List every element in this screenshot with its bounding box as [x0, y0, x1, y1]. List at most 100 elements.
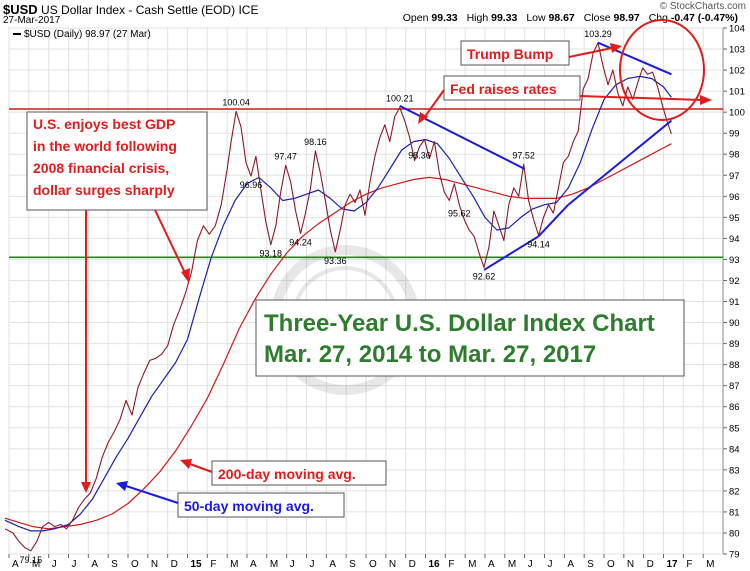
x-tick-label: M — [468, 559, 476, 570]
y-tick-label: 96 — [729, 192, 740, 203]
y-tick-label: 94 — [729, 234, 740, 245]
ma50-line — [4, 75, 672, 532]
y-axis: 79 80 81 82 83 84 85 86 87 88 89 90 91 92 93 94 95 96 97 98… — [723, 24, 745, 561]
high-value: 99.33 — [491, 12, 518, 24]
trend-line — [567, 119, 673, 206]
gdp-arrow-head-1 — [81, 482, 91, 493]
y-tick-label: 80 — [729, 528, 740, 539]
ma200-line — [4, 143, 672, 530]
fed-box — [443, 75, 581, 101]
peak-label: 96.96 — [240, 180, 263, 190]
y-tick-label: 90 — [729, 318, 740, 329]
x-tick-label: D — [409, 559, 416, 570]
y-tick-label: 89 — [729, 339, 740, 350]
y-tick-label: 93 — [729, 255, 740, 266]
x-tick-label: A — [12, 559, 19, 570]
y-tick-label: 84 — [729, 444, 740, 455]
peak-label: 79.15 — [20, 555, 43, 565]
ma50-arrow-head — [116, 481, 128, 491]
y-tick-label: 95 — [729, 213, 740, 224]
peak-label: 98.36 — [408, 151, 431, 161]
peak-label: 94.14 — [527, 239, 550, 249]
x-axis: A M J J A S O N D 15 F M A M J J A S O N D 16 F M A M J J A S O N D 17 F M — [8, 554, 715, 570]
ma50-box — [177, 492, 345, 518]
x-tick-label: A — [329, 559, 336, 570]
y-tick-label: 103 — [729, 45, 745, 56]
x-tick-label: 16 — [429, 559, 441, 570]
ma200-arrow — [189, 463, 213, 473]
x-tick-label: J — [52, 559, 57, 570]
ma200-arrow-head — [180, 459, 192, 469]
horizontal-levels — [9, 108, 723, 259]
peak-label: 92.62 — [473, 271, 496, 281]
x-tick-label: F — [448, 559, 454, 570]
x-tick-label: N — [151, 559, 158, 570]
chart-title-box: Three-Year U.S. Dollar Index Chart Mar. … — [255, 299, 685, 377]
close-value: 98.97 — [613, 12, 640, 24]
y-tick-label: 86 — [729, 402, 740, 413]
open-label: Open — [402, 12, 429, 24]
instrument-name: US Dollar Index - Cash Settle (EOD) — [41, 3, 236, 17]
x-tick-label: 15 — [191, 559, 203, 570]
gdp-box — [26, 111, 208, 211]
low-value: 98.67 — [548, 12, 575, 24]
x-tick-label: J — [310, 559, 315, 570]
low-label: Low — [526, 12, 546, 24]
fed-annotation: Fed raises rates — [418, 75, 712, 124]
trump-box — [460, 40, 570, 66]
open-value: 99.33 — [431, 12, 458, 24]
x-tick-label: A — [250, 559, 257, 570]
x-tick-label: J — [72, 559, 77, 570]
y-tick-label: 81 — [729, 507, 740, 518]
y-tick-label: 87 — [729, 381, 740, 392]
y-tick-label: 101 — [729, 87, 745, 98]
trend-line — [537, 204, 570, 237]
y-tick-label: 88 — [729, 360, 740, 371]
x-tick-label: A — [488, 559, 495, 570]
peak-label: 100.21 — [386, 94, 414, 104]
gdp-annotation: U.S. enjoys best GDP in the world follow… — [26, 111, 208, 493]
x-tick-label: N — [627, 559, 634, 570]
trump-circle — [619, 19, 705, 121]
peak-label: 98.16 — [304, 137, 327, 147]
y-tick-label: 83 — [729, 465, 740, 476]
chart-subtitle: Mar. 27, 2014 to Mar. 27, 2017 — [264, 341, 596, 368]
ma200-annotation: 200-day moving avg. — [180, 459, 387, 486]
trump-arrow — [568, 47, 613, 58]
y-tick-label: 102 — [729, 66, 745, 77]
gdp-arrow-diag — [154, 209, 187, 276]
ma50-label: 50-day moving avg. — [184, 498, 314, 514]
x-tick-label: N — [389, 559, 396, 570]
peak-labels: 79.15 100.04 96.96 93.18 97.47 94.24 98.16 93.3… — [20, 29, 612, 565]
y-tick-label: 98 — [729, 150, 740, 161]
brand-watermark: © StockCharts.com — [659, 1, 746, 12]
peak-label: 100.04 — [222, 97, 250, 107]
gdp-line-4: dollar surges sharply — [33, 182, 175, 198]
x-tick-label: A — [567, 559, 574, 570]
x-tick-label: J — [528, 559, 533, 570]
fed-label: Fed raises rates — [450, 81, 557, 97]
chart-title: Three-Year U.S. Dollar Index Chart — [264, 310, 655, 337]
x-tick-label: D — [171, 559, 178, 570]
ohlc-readout: Open 99.33 High 99.33 Low 98.67 Close 98… — [397, 12, 738, 24]
peak-label: 95.62 — [448, 208, 471, 218]
x-tick-label: O — [131, 559, 139, 570]
fed-arrow-1 — [423, 89, 445, 119]
peak-label: 93.36 — [324, 256, 347, 266]
trend-line — [483, 235, 540, 271]
y-tick-label: 82 — [729, 486, 740, 497]
trump-annotation: Trump Bump — [460, 19, 705, 121]
gdp-line-1: U.S. enjoys best GDP — [33, 116, 175, 132]
ma200-label: 200-day moving avg. — [218, 466, 356, 482]
chart-header: $USD US Dollar Index - Cash Settle (EOD)… — [0, 0, 750, 28]
close-label: Close — [583, 12, 611, 24]
price-line — [4, 42, 672, 552]
y-tick-label: 85 — [729, 423, 740, 434]
x-tick-label: O — [607, 559, 615, 570]
gdp-arrow-head-2 — [181, 268, 190, 283]
chg-value: -0.47 (-0.47%) — [670, 12, 738, 24]
gdp-line-3: 2008 financial crisis, — [33, 160, 169, 176]
x-tick-label: F — [210, 559, 216, 570]
x-tick-label: O — [369, 559, 377, 570]
